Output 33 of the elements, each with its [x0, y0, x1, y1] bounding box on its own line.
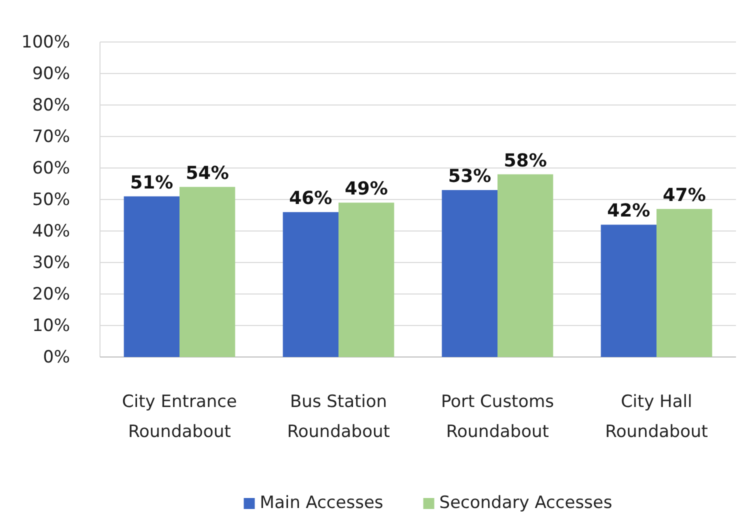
x-tick-label: Port Customs Roundabout — [440, 392, 554, 442]
bar — [124, 196, 180, 357]
data-label: 58% — [504, 150, 547, 172]
data-label: 54% — [186, 162, 229, 184]
data-label: 51% — [130, 172, 174, 194]
bar — [282, 212, 338, 357]
y-tick-label: 10% — [32, 316, 70, 336]
bar — [498, 174, 554, 357]
y-tick-label: 50% — [32, 190, 70, 210]
data-label: 47% — [662, 184, 706, 206]
bar — [656, 208, 712, 357]
bar — [180, 186, 236, 357]
y-tick-label: 100% — [21, 32, 70, 52]
data-label: 53% — [448, 166, 492, 188]
y-tick-label: 70% — [32, 126, 70, 147]
x-tick-label: City Entrance Roundabout — [122, 392, 237, 442]
y-tick-label: 80% — [32, 95, 70, 116]
bar — [600, 224, 656, 357]
data-label: 49% — [344, 178, 388, 200]
legend-label: Secondary Accesses — [439, 493, 612, 513]
y-tick-label: 30% — [32, 252, 70, 273]
x-tick-label: City Hall Roundabout — [605, 392, 708, 442]
bar — [338, 202, 394, 357]
y-tick-label: 0% — [43, 347, 70, 368]
y-tick-label: 20% — [32, 284, 70, 304]
bar — [442, 190, 498, 357]
y-tick-label: 40% — [32, 221, 70, 242]
data-label: 42% — [607, 200, 650, 222]
legend-label: Main Accesses — [260, 493, 384, 513]
x-tick-label: Bus Station Roundabout — [287, 392, 390, 442]
y-tick-label: 60% — [32, 158, 70, 178]
y-tick-label: 90% — [32, 64, 70, 84]
data-label: 46% — [289, 188, 332, 210]
